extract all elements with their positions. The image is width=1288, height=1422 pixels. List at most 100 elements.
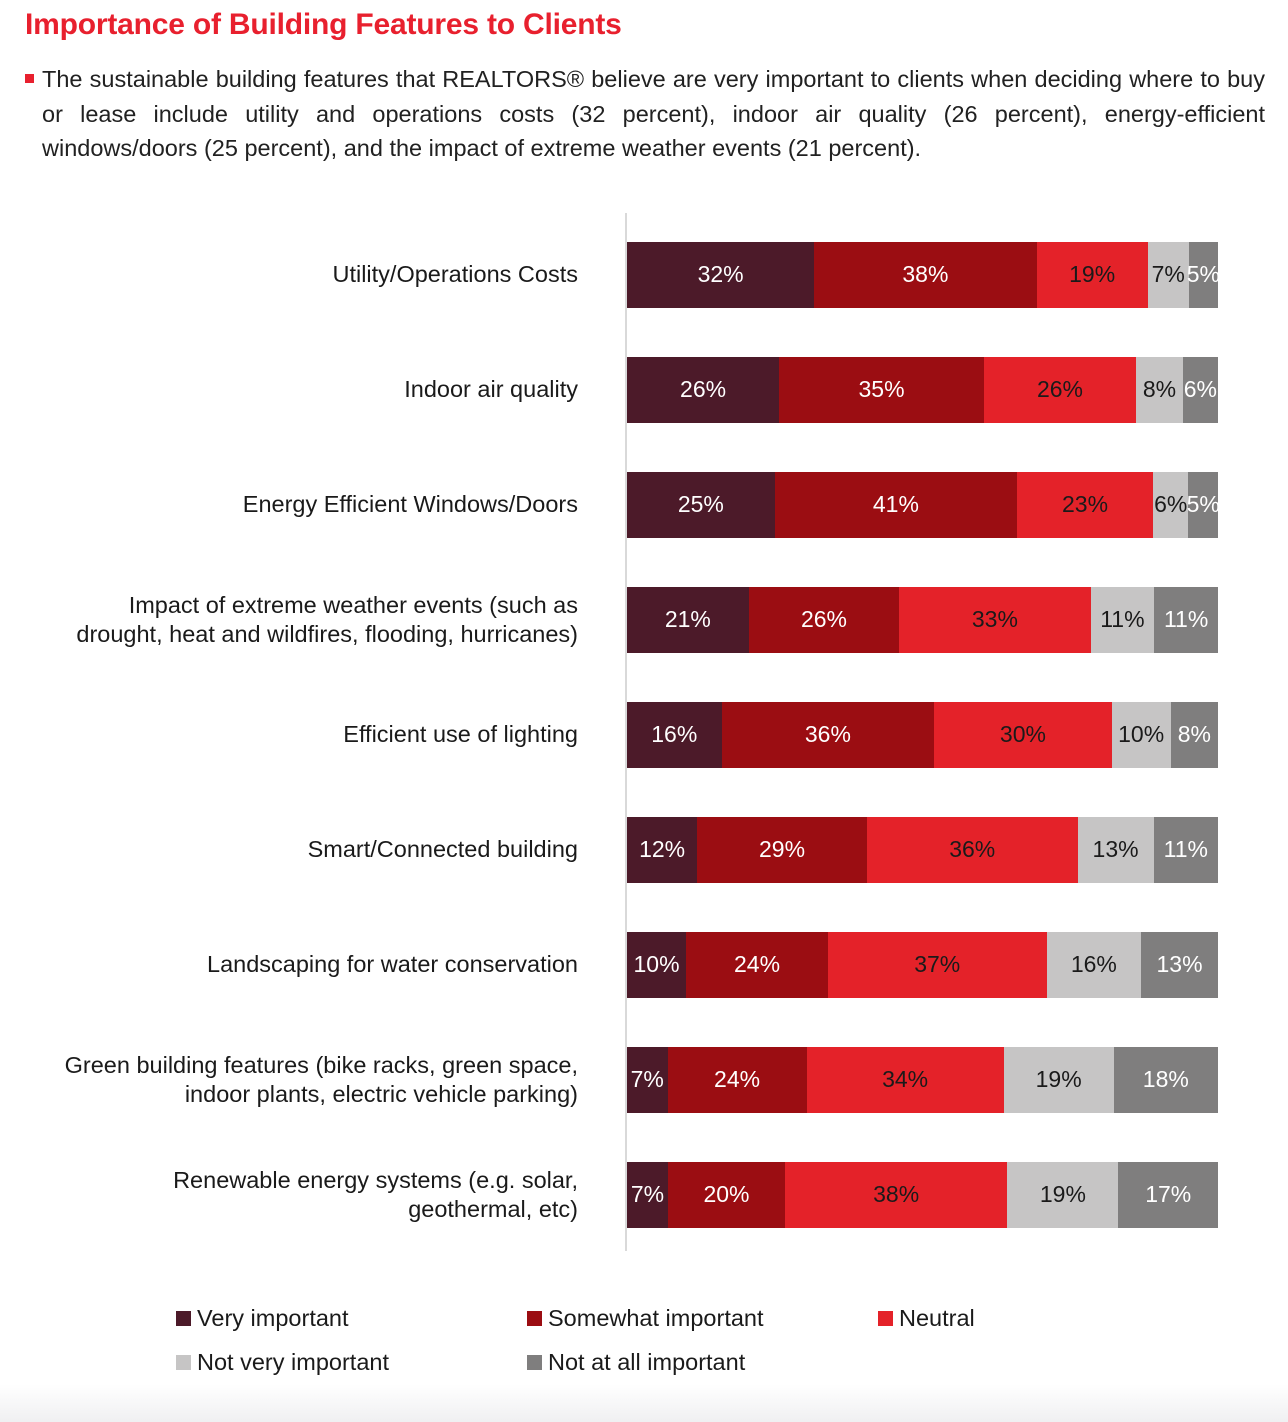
bar-value-label: 30% — [999, 721, 1046, 747]
category-label: Impact of extreme weather events (such a… — [76, 591, 578, 647]
bar: 10% 24% 37% 16% 13% — [627, 931, 1218, 998]
bar-segment: 11% — [1090, 586, 1155, 653]
bar-value-label: 7% — [630, 1181, 665, 1207]
bar: 12% 29% 36% 13% 11% — [627, 816, 1218, 883]
bar-segment: 36% — [866, 816, 1078, 883]
bar-segment: 10% — [627, 931, 687, 998]
chart-row: Indoor air quality 26% 35% 26% 8% 6% — [0, 332, 1288, 447]
bar-segment: 6% — [1152, 471, 1189, 538]
chart-row: Renewable energy systems (e.g. solar, ge… — [0, 1137, 1288, 1252]
bar-value-label: 6% — [1154, 491, 1188, 517]
legend-label: Not at all important — [548, 1349, 746, 1375]
bar-segment: 7% — [1147, 241, 1189, 308]
bar-segment: 37% — [827, 931, 1047, 998]
legend-swatch-icon — [527, 1355, 542, 1370]
bar-value-label: 24% — [733, 951, 781, 977]
bar-value-label: 26% — [680, 376, 727, 402]
intro-paragraph: The sustainable building features that R… — [25, 62, 1265, 166]
page-title: Importance of Building Features to Clien… — [25, 8, 622, 41]
category-label: Energy Efficient Windows/Doors — [242, 491, 578, 517]
chart-row: Green building features (bike racks, gre… — [0, 1022, 1288, 1137]
bar-segment: 12% — [627, 816, 698, 883]
bar-value-label: 38% — [902, 261, 949, 287]
legend-swatch-icon — [176, 1311, 191, 1326]
bar-segment: 26% — [627, 356, 780, 423]
bar-value-label: 6% — [1183, 376, 1218, 402]
bar-value-label: 35% — [858, 376, 905, 402]
bar-value-label: 18% — [1142, 1066, 1189, 1092]
bar-segment: 33% — [899, 586, 1091, 653]
stacked-bar-chart: Utility/Operations Costs 32% 38% 19% 7% 5% Ind… — [0, 213, 1288, 1252]
bar-value-label: 36% — [949, 836, 996, 862]
bar-value-label: 21% — [664, 606, 711, 632]
bar-segment: 5% — [1187, 241, 1218, 308]
bar-value-label: 19% — [1039, 1181, 1086, 1207]
bar-segment: 35% — [779, 356, 984, 423]
bar-segment: 32% — [627, 241, 815, 308]
bar-segment: 7% — [627, 1161, 668, 1228]
bar: 7% 24% 34% 19% 18% — [627, 1046, 1218, 1113]
category-label: Green building features (bike racks, gre… — [64, 1051, 578, 1107]
bar-segment: 41% — [774, 471, 1018, 538]
legend-swatch-icon — [878, 1311, 893, 1326]
category-label: Renewable energy systems (e.g. solar, ge… — [173, 1166, 578, 1222]
bar-value-label: 20% — [703, 1181, 750, 1207]
bar-segment: 5% — [1186, 471, 1218, 538]
bar-segment: 36% — [721, 701, 935, 768]
bar-value-label: 8% — [1142, 376, 1177, 402]
bar-value-label: 36% — [804, 721, 851, 747]
bar: 25% 41% 23% 6% 5% — [627, 471, 1218, 538]
bar-value-label: 13% — [1092, 836, 1139, 862]
bar-value-label: 11% — [1163, 836, 1208, 862]
bar: 7% 20% 38% 19% 17% — [627, 1161, 1218, 1228]
bar-segment: 10% — [1111, 701, 1171, 768]
bar-value-label: 34% — [882, 1066, 929, 1092]
bar-segment: 38% — [784, 1161, 1008, 1228]
legend-label: Neutral — [899, 1305, 975, 1331]
bar-value-label: 17% — [1145, 1181, 1192, 1207]
bar-segment: 16% — [627, 701, 722, 768]
bar-segment: 19% — [1036, 241, 1148, 308]
bar-value-label: 12% — [639, 836, 686, 862]
intro-text: The sustainable building features that R… — [42, 66, 1265, 161]
chart-row: Energy Efficient Windows/Doors 25% 41% 23% 6… — [0, 447, 1288, 562]
bar-value-label: 32% — [697, 261, 744, 287]
bar-segment: 18% — [1113, 1046, 1218, 1113]
chart-rows: Utility/Operations Costs 32% 38% 19% 7% 5% Ind… — [0, 217, 1288, 1252]
category-label: Utility/Operations Costs — [332, 261, 578, 287]
bar-value-label: 19% — [1069, 261, 1116, 287]
bar-segment: 34% — [806, 1046, 1004, 1113]
bar-segment: 11% — [1154, 586, 1218, 653]
bar-value-label: 10% — [633, 951, 680, 977]
legend-item: Very important — [176, 1303, 527, 1334]
bullet-square-icon — [25, 74, 34, 83]
bar-segment: 26% — [748, 586, 900, 653]
bar: 16% 36% 30% 10% 8% — [627, 701, 1218, 768]
chart-axis-line — [625, 213, 627, 1251]
bar-segment: 8% — [1136, 356, 1183, 423]
bar-segment: 24% — [667, 1046, 807, 1113]
legend-swatch-icon — [527, 1311, 542, 1326]
bar-value-label: 24% — [714, 1066, 761, 1092]
category-label: Efficient use of lighting — [343, 721, 578, 747]
bar-value-label: 7% — [630, 1066, 664, 1092]
bar-value-label: 5% — [1186, 491, 1218, 517]
bar-value-label: 26% — [800, 606, 848, 632]
bar: 21% 26% 33% 11% 11% — [627, 586, 1218, 653]
chart-row: Utility/Operations Costs 32% 38% 19% 7% 5% — [0, 217, 1288, 332]
bar-value-label: 25% — [677, 491, 724, 517]
chart-row: Impact of extreme weather events (such a… — [0, 562, 1288, 677]
bar-segment: 17% — [1118, 1161, 1218, 1228]
bar-value-label: 11% — [1100, 606, 1145, 632]
bar-segment: 19% — [1007, 1161, 1119, 1228]
bar-value-label: 33% — [971, 606, 1018, 632]
legend-swatch-icon — [176, 1355, 191, 1370]
bar: 32% 38% 19% 7% 5% — [627, 241, 1218, 308]
bar-segment: 13% — [1141, 931, 1218, 998]
bar-segment: 23% — [1017, 471, 1153, 538]
bar-segment: 21% — [627, 586, 749, 653]
bar-segment: 24% — [686, 931, 828, 998]
bar-segment: 6% — [1182, 356, 1218, 423]
bar-value-label: 11% — [1163, 606, 1209, 632]
